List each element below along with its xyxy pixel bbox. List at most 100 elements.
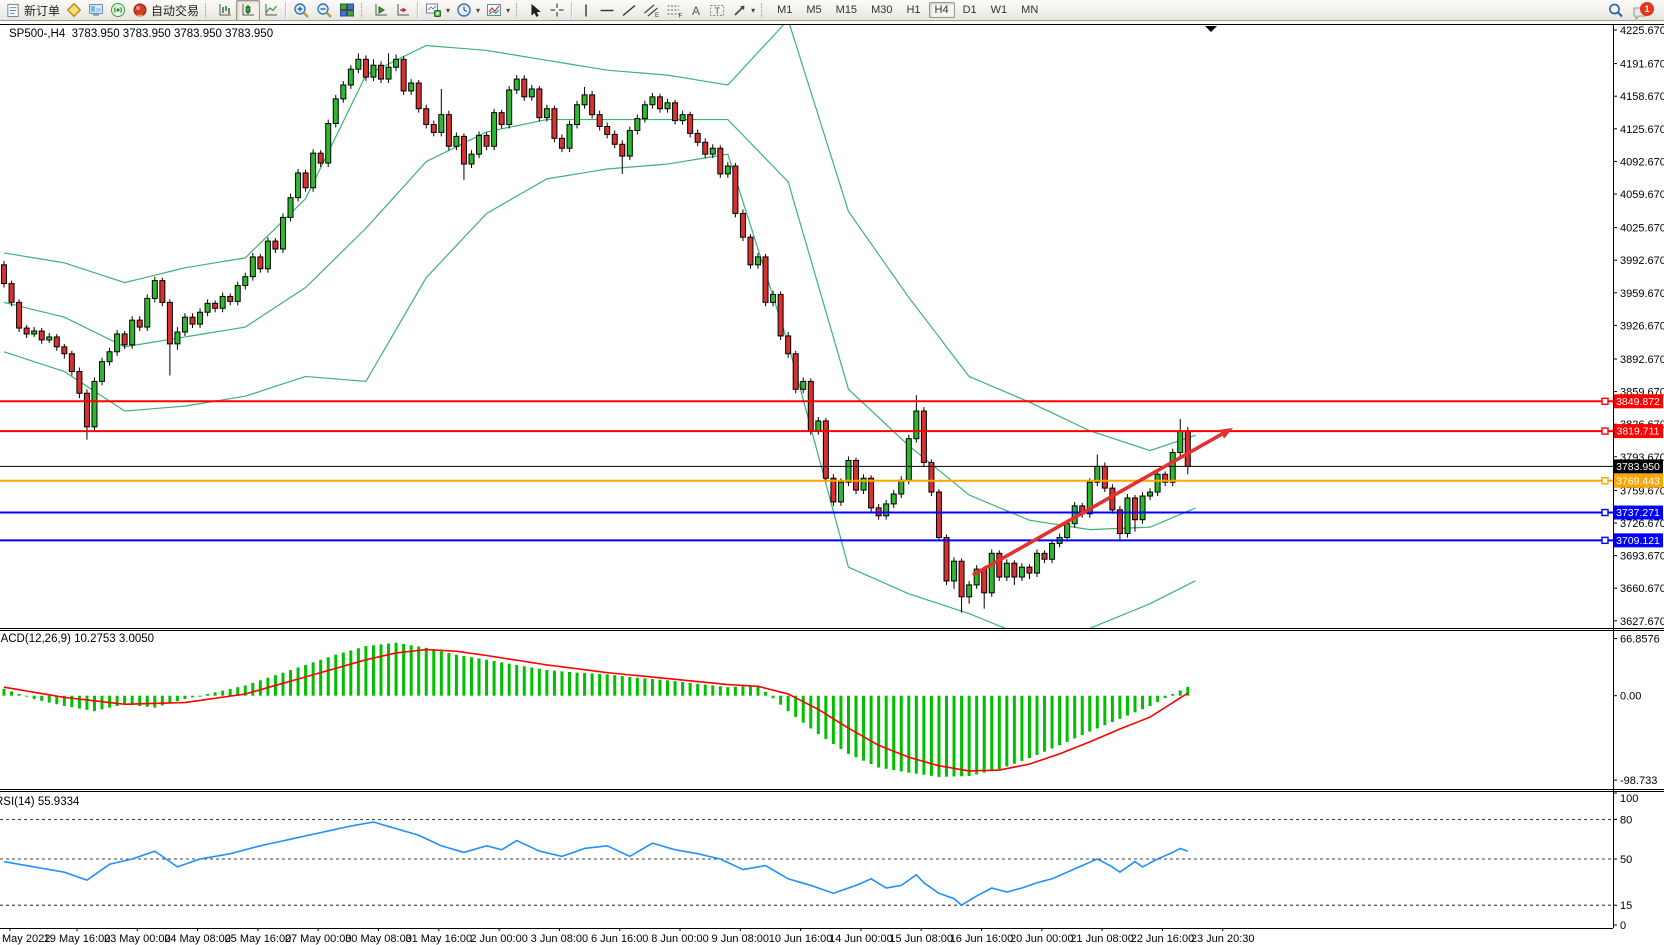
svg-text:4225.670: 4225.670 [1620,25,1664,37]
signal-button[interactable] [107,1,129,20]
cursor-icon [531,3,541,17]
chart-frame [0,24,1664,929]
line-chart-button[interactable] [260,1,282,20]
svg-text:10 Jun 16:00: 10 Jun 16:00 [769,933,833,945]
trend-arrow[interactable] [972,427,1234,577]
text-label-button[interactable]: T [706,1,729,20]
chart-shift-icon [397,4,410,16]
price-tag: 3737.271 [1616,507,1660,519]
chart-canvas[interactable]: 4225.670 4191.670 4158.670 4125.670 4092.670… [0,22,1664,945]
text-icon: A [692,4,700,18]
auto-scroll-icon [375,4,388,16]
timeframe-m30[interactable]: M30 [871,4,893,16]
notifications-button[interactable]: 1 [1632,1,1656,21]
svg-text:27 May 00:00: 27 May 00:00 [285,933,352,945]
svg-text:20 Jun 00:00: 20 Jun 00:00 [1010,933,1074,945]
auto-scroll-button[interactable] [370,1,392,20]
candlestick-chart-button[interactable] [236,0,261,21]
toolbar-separator [571,2,574,18]
timeframe-h1[interactable]: H1 [906,4,921,16]
timeframe-m5[interactable]: M5 [806,4,822,16]
toolbar-right: 1 [1607,0,1656,21]
bar-chart-button[interactable] [214,1,236,20]
zoom-out-button[interactable] [313,1,336,20]
svg-text:14 Jun 00:00: 14 Jun 00:00 [829,933,893,945]
auto-trading-button[interactable]: 自动交易 [129,1,202,20]
trendline-button[interactable] [618,1,640,20]
fibonacci-icon: F [667,5,683,18]
svg-text:19 May 16:00: 19 May 16:00 [44,933,111,945]
svg-text:0: 0 [1620,920,1626,932]
zoom-in-button[interactable] [290,1,313,20]
timeframe-m15[interactable]: M15 [835,4,858,16]
toolbar-separator [417,2,420,18]
svg-text:A: A [692,4,700,18]
svg-text:-98.733: -98.733 [1620,775,1657,787]
svg-text:4191.670: 4191.670 [1620,59,1664,71]
svg-text:15 Jun 08:00: 15 Jun 08:00 [889,933,953,945]
horizontal-line-button[interactable] [596,1,618,20]
periods-caret[interactable]: ▾ [476,5,481,15]
terminal-button[interactable] [85,1,107,20]
main-toolbar: 新订单 自动交易 [0,0,1664,21]
rsi-pane [0,819,1613,907]
horizontal-lines[interactable] [0,397,1613,545]
tile-windows-icon [340,3,355,17]
notification-badge: 1 [1640,1,1654,16]
cursor-button[interactable] [525,1,546,20]
price-tags: 3849.872 3819.711 3783.950 3769.443 3737.271… [1614,394,1663,548]
crosshair-button[interactable] [546,1,568,20]
chart-shift-button[interactable] [392,1,414,20]
timeframe-d1[interactable]: D1 [962,4,977,16]
toolbar-grip [761,2,767,18]
svg-text:4158.670: 4158.670 [1620,91,1664,103]
add-indicator-button[interactable]: ▾ [422,1,453,20]
timeframe-group: M1 M5 M15 M30 H1 H4 D1 W1 MN [770,2,1045,18]
toolbar-grip [516,2,522,18]
rsi-line [3,821,1189,907]
timeframe-m1[interactable]: M1 [777,4,793,16]
line-chart-icon [265,4,278,16]
timeframe-h4[interactable]: H4 [928,2,955,18]
svg-text:9 Jun 08:00: 9 Jun 08:00 [712,933,770,945]
svg-text:66.8576: 66.8576 [1620,634,1660,646]
vertical-line-icon [585,4,587,16]
arrow-objects-button[interactable]: ▾ [729,1,758,20]
arrow-objects-caret[interactable]: ▾ [751,5,756,15]
svg-text:100: 100 [1620,793,1638,805]
fibonacci-button[interactable]: F [663,1,686,20]
svg-text:F: F [679,13,683,18]
gold-book-button[interactable] [63,1,85,20]
add-indicator-icon [426,3,442,17]
svg-text:4025.670: 4025.670 [1620,223,1664,235]
svg-text:3759.670: 3759.670 [1620,485,1664,497]
vertical-line-button[interactable] [576,1,596,20]
timeframe-mn[interactable]: MN [1021,4,1039,16]
auto-trading-label: 自动交易 [151,3,200,18]
svg-text:24 May 08:00: 24 May 08:00 [164,933,231,945]
macd-signal-line [3,648,1189,772]
equidistant-channel-button[interactable]: E [640,1,663,20]
templates-button[interactable]: ▾ [483,1,513,20]
main-price-pane [1,25,1196,628]
svg-text:8 Jun 00:00: 8 Jun 00:00 [651,933,709,945]
search-icon[interactable] [1607,2,1624,19]
new-order-button[interactable]: 新订单 [3,1,63,20]
chart-shift-marker[interactable] [1205,26,1217,32]
templates-caret[interactable]: ▾ [506,5,511,15]
crosshair-icon [550,3,564,17]
candles-layer [1,53,1191,613]
tile-windows-button[interactable] [336,1,358,20]
svg-text:4125.670: 4125.670 [1620,124,1664,136]
add-indicator-caret[interactable]: ▾ [446,5,451,15]
timeframe-w1[interactable]: W1 [990,4,1008,16]
candlestick-chart-icon [242,4,255,16]
svg-text:4059.670: 4059.670 [1620,189,1664,201]
svg-text:23 May 00:00: 23 May 00:00 [104,933,171,945]
svg-text:15: 15 [1620,900,1632,912]
periods-button[interactable]: ▾ [453,1,483,20]
text-button[interactable]: A [686,1,706,20]
svg-text:3693.670: 3693.670 [1620,551,1664,563]
price-tag: 3819.711 [1616,426,1659,438]
svg-text:3926.670: 3926.670 [1620,320,1664,332]
